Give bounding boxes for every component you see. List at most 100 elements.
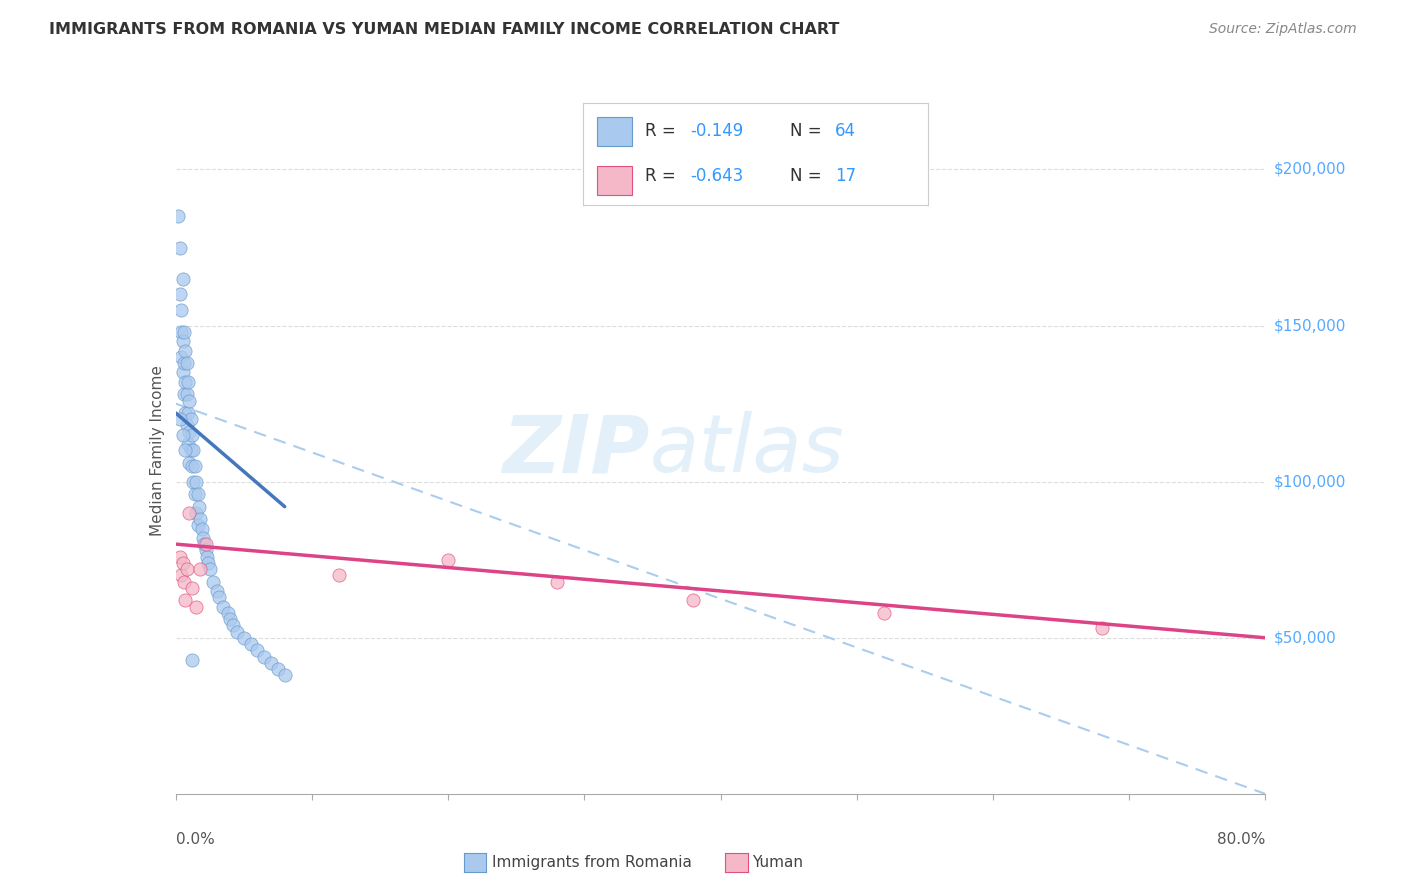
Text: atlas: atlas bbox=[650, 411, 845, 490]
Point bbox=[253, 649, 276, 664]
Text: 80.0%: 80.0% bbox=[1218, 831, 1265, 847]
Point bbox=[169, 240, 191, 255]
Point bbox=[226, 624, 249, 639]
Point bbox=[172, 366, 194, 380]
Point bbox=[170, 350, 193, 364]
Point bbox=[174, 443, 197, 458]
FancyBboxPatch shape bbox=[598, 166, 631, 194]
Point bbox=[873, 606, 896, 620]
Point bbox=[172, 271, 194, 285]
Point bbox=[186, 487, 209, 501]
Point bbox=[184, 458, 207, 473]
Text: $50,000: $50,000 bbox=[1274, 631, 1337, 645]
Point bbox=[177, 406, 200, 420]
Point bbox=[179, 506, 201, 520]
Point bbox=[174, 343, 197, 358]
Point bbox=[172, 556, 194, 570]
Point bbox=[201, 574, 224, 589]
Point bbox=[437, 552, 460, 567]
Text: N =: N = bbox=[790, 168, 827, 186]
Point bbox=[198, 562, 221, 576]
Point bbox=[176, 387, 198, 401]
Text: $200,000: $200,000 bbox=[1274, 162, 1346, 177]
Text: $100,000: $100,000 bbox=[1274, 475, 1346, 489]
Point bbox=[176, 562, 198, 576]
Point bbox=[267, 662, 290, 676]
Point bbox=[232, 631, 254, 645]
Point bbox=[177, 375, 200, 389]
Point bbox=[193, 537, 215, 551]
Point bbox=[170, 568, 193, 582]
Text: N =: N = bbox=[790, 122, 827, 140]
Point bbox=[170, 325, 193, 339]
Point bbox=[180, 443, 202, 458]
Text: IMMIGRANTS FROM ROMANIA VS YUMAN MEDIAN FAMILY INCOME CORRELATION CHART: IMMIGRANTS FROM ROMANIA VS YUMAN MEDIAN … bbox=[49, 22, 839, 37]
Text: Source: ZipAtlas.com: Source: ZipAtlas.com bbox=[1209, 22, 1357, 37]
Point bbox=[174, 406, 197, 420]
Point bbox=[172, 334, 194, 348]
Point bbox=[173, 325, 195, 339]
Text: $150,000: $150,000 bbox=[1274, 318, 1346, 333]
Point bbox=[176, 418, 198, 433]
Point bbox=[180, 412, 202, 426]
Y-axis label: Median Family Income: Median Family Income bbox=[149, 365, 165, 536]
Point bbox=[188, 562, 211, 576]
Point bbox=[260, 656, 283, 670]
Point bbox=[183, 475, 205, 489]
Point bbox=[181, 427, 204, 442]
Text: Yuman: Yuman bbox=[752, 855, 803, 870]
Point bbox=[179, 456, 201, 470]
Point bbox=[173, 574, 195, 589]
Text: 0.0%: 0.0% bbox=[176, 831, 215, 847]
Point bbox=[184, 487, 207, 501]
Point bbox=[546, 574, 568, 589]
Point bbox=[190, 521, 212, 535]
Point bbox=[170, 303, 193, 318]
Point bbox=[181, 458, 204, 473]
Point bbox=[208, 591, 231, 605]
Point bbox=[194, 537, 217, 551]
Point bbox=[179, 425, 201, 439]
Text: R =: R = bbox=[645, 168, 682, 186]
Point bbox=[177, 437, 200, 451]
Point bbox=[183, 443, 205, 458]
Point bbox=[186, 599, 208, 614]
Point bbox=[682, 593, 704, 607]
Point bbox=[212, 599, 235, 614]
Point bbox=[181, 581, 204, 595]
Point bbox=[174, 375, 197, 389]
Text: 17: 17 bbox=[835, 168, 856, 186]
Point bbox=[195, 549, 218, 564]
Point bbox=[176, 356, 198, 370]
Point bbox=[328, 568, 350, 582]
Point bbox=[181, 653, 204, 667]
Point bbox=[1091, 621, 1114, 635]
Point bbox=[169, 287, 191, 301]
Point bbox=[169, 412, 191, 426]
Point bbox=[186, 506, 208, 520]
Point bbox=[173, 387, 195, 401]
Text: 64: 64 bbox=[835, 122, 856, 140]
Point bbox=[205, 583, 228, 598]
Text: -0.149: -0.149 bbox=[690, 122, 744, 140]
Point bbox=[187, 500, 209, 514]
Point bbox=[191, 531, 214, 545]
Point bbox=[173, 356, 195, 370]
Point bbox=[188, 512, 211, 526]
Point bbox=[172, 427, 194, 442]
Point bbox=[246, 643, 269, 657]
Text: ZIP: ZIP bbox=[502, 411, 650, 490]
Point bbox=[167, 209, 190, 223]
Point bbox=[274, 668, 297, 682]
Point bbox=[194, 543, 217, 558]
Point bbox=[217, 606, 239, 620]
Point bbox=[169, 549, 191, 564]
Text: R =: R = bbox=[645, 122, 682, 140]
Text: Immigrants from Romania: Immigrants from Romania bbox=[492, 855, 692, 870]
Point bbox=[239, 637, 262, 651]
Point bbox=[186, 518, 209, 533]
Point bbox=[222, 618, 245, 632]
Text: -0.643: -0.643 bbox=[690, 168, 744, 186]
Point bbox=[179, 393, 201, 408]
FancyBboxPatch shape bbox=[598, 117, 631, 145]
